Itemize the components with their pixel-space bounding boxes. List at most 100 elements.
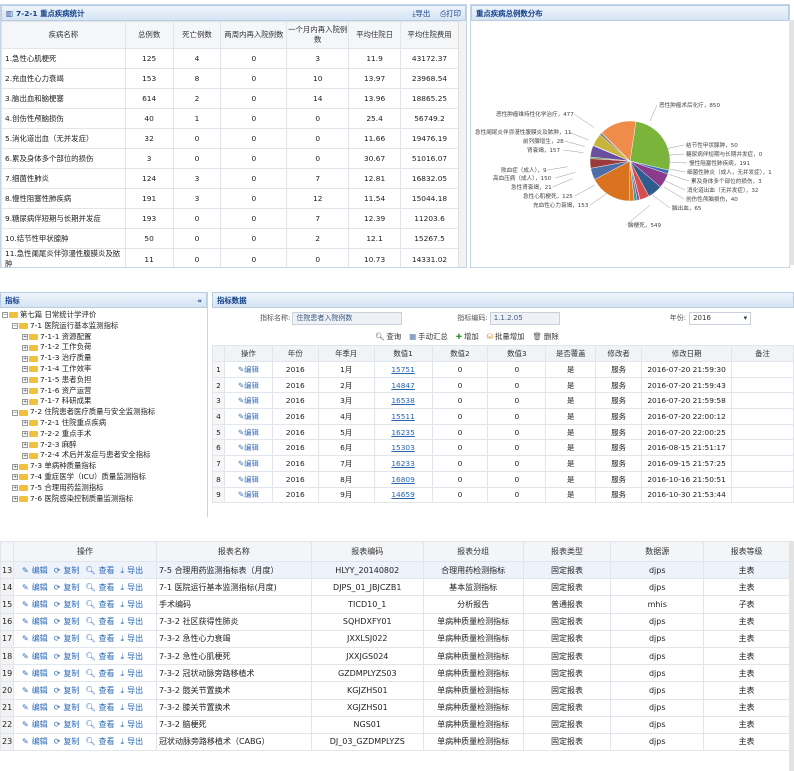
export-button[interactable]: ⤓导出 [121,669,147,678]
column-header[interactable]: 修改日期 [641,345,733,362]
page-scrollbar[interactable] [789,20,794,265]
copy-button[interactable]: ⟳ 复制 [54,600,83,609]
tree-item[interactable]: +7-3 单病种质量指标 [0,461,207,472]
edit-button[interactable]: ✎编辑 [22,737,51,746]
view-button[interactable]: 🔍︎ 查看 [85,600,117,609]
table-row[interactable]: 20 ✎ 编辑 ⟳ 复制 🔍︎ 查看 ⤓ 导出 7-3-2 髋关节置换术 KGJZHS01 单病种质量… [0,681,790,700]
add-button[interactable]: ✚ 增加 [455,332,479,341]
expand-icon[interactable]: + [12,474,18,481]
column-header[interactable]: 数值2 [431,345,489,362]
column-header[interactable]: 报表等级 [703,541,790,562]
table-row[interactable]: 19 ✎ 编辑 ⟳ 复制 🔍︎ 查看 ⤓ 导出 7-3-2 冠状动脉旁路移植术 GZDMPLYZS0… [0,664,790,683]
edit-button[interactable]: ✎编辑 [22,617,51,626]
collapse-icon[interactable]: « [197,295,202,305]
pie-slice[interactable] [629,121,671,171]
tree-item[interactable]: +7-4 重症医学（ICU）质量监测指标 [0,472,207,483]
view-button[interactable]: 🔍︎ 查看 [85,634,117,643]
table-row[interactable]: 13 ✎ 编辑 ⟳ 复制 🔍︎ 查看 ⤓ 导出 7-5 合理用药监测指标表（月度） HLYY_201… [0,560,790,580]
edit-button[interactable]: ✎编辑 [238,412,259,421]
column-header[interactable]: 操作 [223,345,273,362]
tree-item[interactable]: +7-2-1 住院重点疾病 [0,418,207,429]
column-header[interactable]: 年季月 [317,345,375,362]
expand-icon[interactable]: + [12,463,18,470]
pie-slice[interactable] [594,160,631,202]
edit-button[interactable]: ✎编辑 [22,566,51,575]
table-row[interactable]: 15 ✎ 编辑 ⟳ 复制 🔍︎ 查看 ⤓ 导出 手术编码 TICD10_1 分析报告 普通报表 mhis 子… [0,595,790,614]
view-button[interactable]: 🔍︎ 查看 [85,737,117,746]
edit-button[interactable]: ✎编辑 [238,365,259,374]
column-header[interactable]: 修改者 [595,345,643,362]
collapse-tree-icon[interactable]: − [12,409,18,416]
tree-item[interactable]: +7-2-3 麻醉 [0,440,207,451]
collapse-tree-icon[interactable]: − [2,312,8,319]
view-button[interactable]: 🔍︎ 查看 [85,703,117,712]
expand-icon[interactable]: + [22,431,28,438]
collapse-tree-icon[interactable]: − [12,323,18,330]
edit-button[interactable]: ✎编辑 [238,443,259,452]
expand-icon[interactable]: + [22,333,28,340]
view-button[interactable]: 🔍︎ 查看 [85,720,117,729]
column-header[interactable]: 操作 [12,541,157,562]
batch-add-button[interactable]: ⛁ 批量增加 [486,332,525,341]
export-button[interactable]: ⤓导出 [121,634,147,643]
expand-icon[interactable]: + [12,485,18,492]
value-link[interactable]: 15511 [373,408,433,425]
column-header[interactable]: 数值1 [373,345,433,362]
view-button[interactable]: 🔍︎ 查看 [85,686,117,695]
export-button[interactable]: ⤓导出 [121,686,147,695]
indicator-code-field[interactable] [489,311,560,325]
tree-item[interactable]: +7-6 医院感染控制质量监测指标 [0,494,207,505]
export-button[interactable]: ⤓导出 [412,8,431,18]
year-select[interactable]: 2016 ▾ [689,311,752,325]
edit-button[interactable]: ✎编辑 [22,600,51,609]
export-button[interactable]: ⤓导出 [121,600,147,609]
expand-icon[interactable]: + [22,398,28,405]
edit-button[interactable]: ✎编辑 [238,396,259,405]
copy-button[interactable]: ⟳ 复制 [54,737,83,746]
copy-button[interactable]: ⟳ 复制 [54,720,83,729]
value-link[interactable]: 14659 [373,486,433,504]
tree-item[interactable]: − 7-2 住院患者医疗质量与安全监测指标 [0,407,207,418]
edit-button[interactable]: ✎编辑 [22,652,51,661]
edit-button[interactable]: ✎编辑 [238,459,259,468]
table-scrollbar[interactable] [458,21,466,267]
edit-button[interactable]: ✎编辑 [238,428,259,437]
tree-item[interactable]: +7-1-3 治疗质量 [0,353,207,364]
tree-item[interactable]: +7-1-1 资源配置 [0,332,207,343]
table-row[interactable]: 22 ✎ 编辑 ⟳ 复制 🔍︎ 查看 ⤓ 导出 7-3-2 脑梗死 NGS01 单病种质量检测指标 固定… [0,715,790,734]
column-header[interactable]: 备注 [731,345,794,362]
view-button[interactable]: 🔍︎ 查看 [85,669,117,678]
copy-button[interactable]: ⟳ 复制 [54,652,83,661]
edit-button[interactable]: ✎编辑 [22,583,51,592]
value-link[interactable]: 16538 [373,392,433,410]
value-link[interactable]: 15303 [373,439,433,457]
edit-button[interactable]: ✎编辑 [238,490,259,499]
tree-item[interactable]: +7-2-4 术后并发症与患者安全指标 [0,450,207,461]
edit-button[interactable]: ✎编辑 [22,720,51,729]
column-header[interactable]: 平均住院日 [348,21,402,49]
export-button[interactable]: ⤓导出 [121,652,147,661]
copy-button[interactable]: ⟳ 复制 [54,634,83,643]
column-header[interactable]: 报表编码 [310,541,424,562]
export-button[interactable]: ⤓导出 [121,617,147,626]
export-button[interactable]: ⤓导出 [121,566,147,575]
view-button[interactable]: 🔍︎ 查看 [85,652,117,661]
reports-scrollbar[interactable] [789,541,794,771]
column-header[interactable]: 两周内再入院例数 [220,21,288,49]
expand-icon[interactable]: + [22,366,28,373]
edit-button[interactable]: ✎编辑 [22,703,51,712]
expand-icon[interactable]: + [12,495,18,502]
print-button[interactable]: ⎙打印 [440,8,461,18]
column-header[interactable]: 数值3 [487,345,547,362]
table-row[interactable]: 23 ✎ 编辑 ⟳ 复制 🔍︎ 查看 ⤓ 导出 冠状动脉旁路移植术（CABG） DJ_03_GZDM… [0,732,790,752]
table-row[interactable]: 14 ✎ 编辑 ⟳ 复制 🔍︎ 查看 ⤓ 导出 7-1 医院运行基本监测指标(月度) DJPS_01… [0,578,790,597]
query-button[interactable]: 🔍︎ 查询 [375,332,402,341]
export-button[interactable]: ⤓导出 [121,583,147,592]
edit-button[interactable]: ✎编辑 [22,634,51,643]
expand-icon[interactable]: + [22,387,28,394]
tree-item[interactable]: +7-1-7 科研成果 [0,396,207,407]
edit-button[interactable]: ✎编辑 [22,686,51,695]
tree-item[interactable]: +7-5 合理用药监测指标 [0,483,207,494]
table-row[interactable]: 21 ✎ 编辑 ⟳ 复制 🔍︎ 查看 ⤓ 导出 7-3-2 膝关节置换术 XGJZHS01 单病种质量… [0,698,790,717]
column-header[interactable]: 一个月内再入院例数 [286,21,350,49]
